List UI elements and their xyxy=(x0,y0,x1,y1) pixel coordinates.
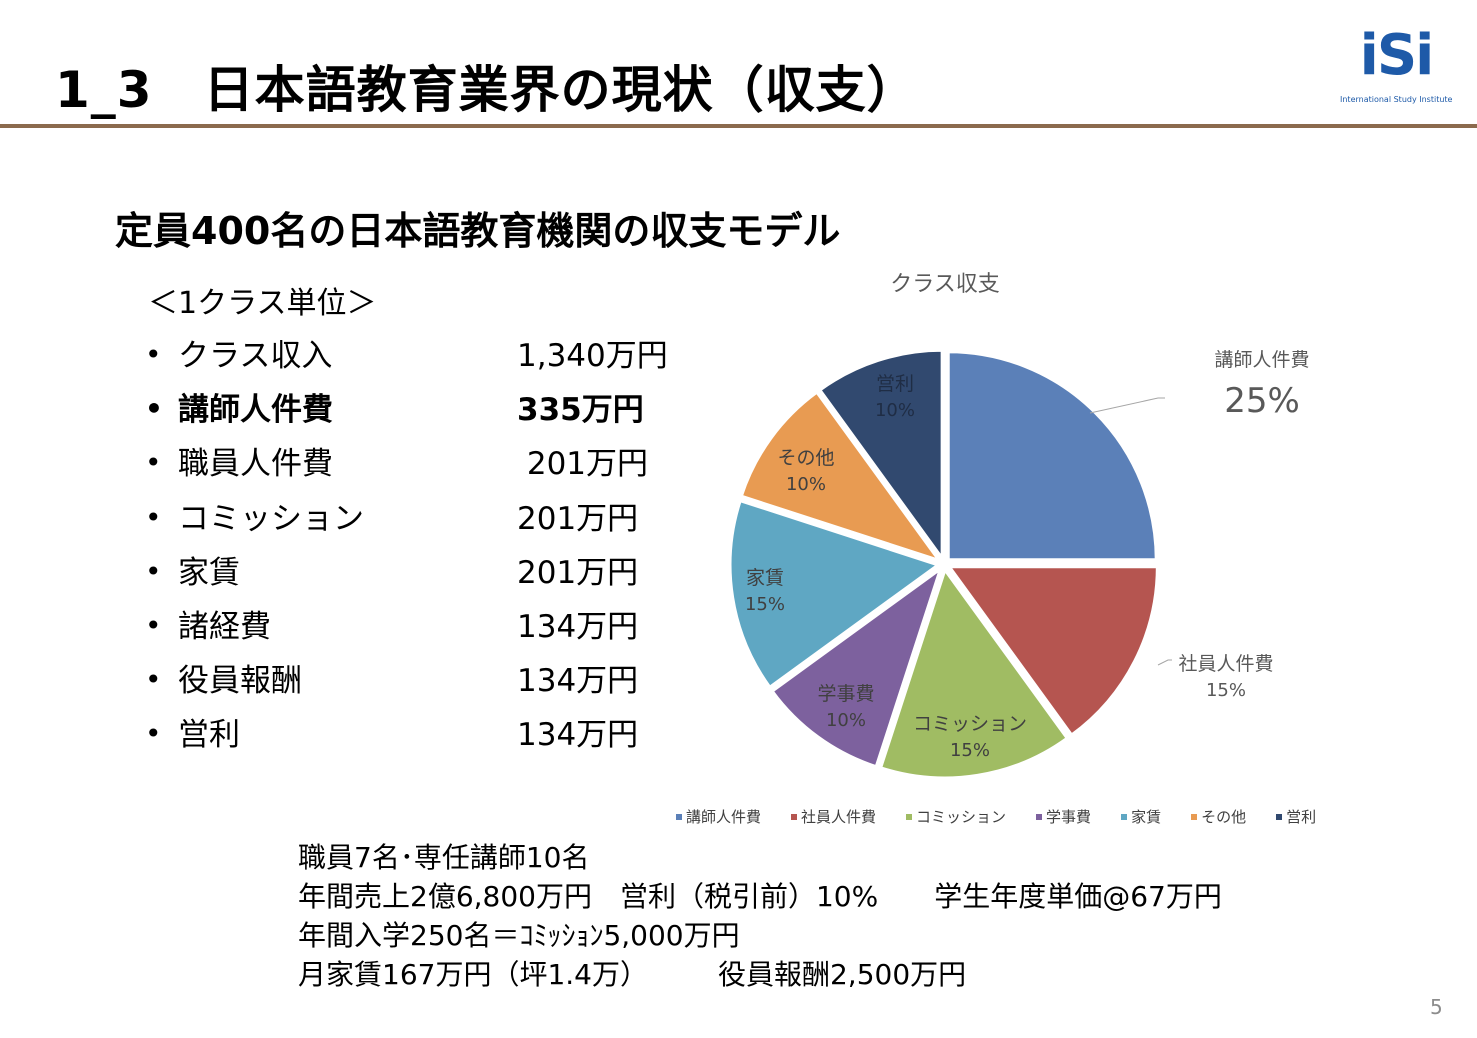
bullet-icon: • xyxy=(145,717,162,750)
legend-label: 学事費 xyxy=(1046,808,1092,826)
legend-item: その他 xyxy=(1191,806,1246,827)
list-item: • コミッション 201万円 xyxy=(145,493,705,543)
item-value: 134万円 xyxy=(517,663,639,699)
note-line: 年間入学250名＝ｺﾐｯｼｮﾝ5,000万円 xyxy=(298,919,740,952)
data-label-name: 学事費 xyxy=(817,683,874,705)
legend-item: 営利 xyxy=(1276,806,1316,827)
pie-slice xyxy=(946,565,1159,738)
legend-label: 講師人件費 xyxy=(686,808,762,826)
item-label: クラス収入 xyxy=(178,338,333,374)
pie-slice xyxy=(770,564,944,769)
pie-slice xyxy=(817,348,944,563)
item-value: 134万円 xyxy=(517,609,639,645)
bullet-icon: • xyxy=(145,446,162,479)
legend-item: 講師人件費 xyxy=(676,806,761,827)
item-value: 134万円 xyxy=(517,717,639,753)
page-number: 5 xyxy=(1430,995,1443,1019)
item-value: 201万円 xyxy=(517,501,639,537)
item-label: 講師人件費 xyxy=(178,392,333,428)
item-label: 職員人件費 xyxy=(178,446,333,482)
bullet-icon: • xyxy=(145,501,162,534)
data-label-name: 社員人件費 xyxy=(1178,653,1273,675)
pie-slice xyxy=(739,390,944,564)
list-item: • 家賃 201万円 xyxy=(145,547,705,597)
note-line: 職員7名･専任講師10名 xyxy=(298,841,590,874)
pie-slice xyxy=(728,498,942,690)
chart-title: クラス収支 xyxy=(890,272,1000,297)
leader-line xyxy=(1089,397,1165,414)
list-item: • 営利 134万円 xyxy=(145,709,705,759)
data-label-value: 15% xyxy=(1206,680,1246,701)
legend-swatch xyxy=(791,813,798,820)
leader-line xyxy=(1157,659,1172,666)
legend-swatch xyxy=(1036,813,1043,820)
isi-logo: iSi International Study Institute xyxy=(1340,18,1452,106)
logo-subtext: International Study Institute xyxy=(1340,95,1453,104)
legend-swatch xyxy=(1121,813,1128,820)
data-label-value: 10% xyxy=(875,400,915,421)
item-value: 201万円 xyxy=(517,446,649,482)
bullet-icon: • xyxy=(145,609,162,642)
title-divider xyxy=(0,124,1477,128)
pie-slice xyxy=(946,350,1158,562)
notes-block: 職員7名･専任講師10名 年間売上2億6,800万円 営利（税引前）10% 学生… xyxy=(298,838,1222,994)
bullet-icon: • xyxy=(145,392,163,425)
data-label-name: その他 xyxy=(777,447,834,469)
data-label-name: 家賃 xyxy=(746,567,784,589)
legend-item: 学事費 xyxy=(1036,806,1091,827)
legend-label: その他 xyxy=(1201,808,1247,826)
note-line: 月家賃167万円（坪1.4万） 役員報酬2,500万円 xyxy=(298,958,967,991)
chart-legend: 講師人件費 社員人件費 コミッション 学事費 家賃 その他 営利 xyxy=(676,806,1346,827)
unit-label: ＜1クラス単位＞ xyxy=(148,286,377,321)
pie-chart: 講師人件費 25% 社員人件費 15% コミッション 15% 学事費 10% 家賃 15% その他 1… xyxy=(728,348,1310,780)
list-item: • 役員報酬 134万円 xyxy=(145,655,705,705)
item-label: 諸経費 xyxy=(178,609,271,645)
data-label-name: 講師人件費 xyxy=(1214,349,1309,371)
item-value: 335万円 xyxy=(517,392,644,428)
bullet-icon: • xyxy=(145,338,162,371)
item-value: 1,340万円 xyxy=(517,338,668,374)
item-value: 201万円 xyxy=(517,555,639,591)
legend-swatch xyxy=(676,813,682,820)
legend-item: コミッション xyxy=(906,806,1006,827)
item-label: コミッション xyxy=(178,501,364,537)
data-label-value: 25% xyxy=(1224,381,1300,421)
legend-swatch xyxy=(1191,813,1198,820)
item-label: 家賃 xyxy=(178,555,240,591)
data-label-value: 10% xyxy=(786,474,826,495)
data-label-name: 営利 xyxy=(876,373,914,395)
note-line: 年間売上2億6,800万円 営利（税引前）10% 学生年度単価@67万円 xyxy=(298,880,1222,913)
legend-item: 家賃 xyxy=(1121,806,1161,827)
legend-label: 社員人件費 xyxy=(801,808,877,826)
data-label-value: 15% xyxy=(950,740,990,761)
data-label-value: 10% xyxy=(826,710,866,731)
bullet-icon: • xyxy=(145,555,162,588)
legend-label: コミッション xyxy=(916,808,1007,826)
list-item: • クラス収入 1,340万円 xyxy=(145,330,705,380)
item-label: 営利 xyxy=(178,717,240,753)
legend-swatch xyxy=(1276,813,1283,820)
logo-wordmark: iSi xyxy=(1359,23,1435,88)
legend-label: 家賃 xyxy=(1131,808,1162,826)
slide-title: 1_3 日本語教育業界の現状（収支） xyxy=(55,61,918,119)
list-item: • 諸経費 134万円 xyxy=(145,601,705,651)
legend-item: 社員人件費 xyxy=(791,806,876,827)
item-label: 役員報酬 xyxy=(178,663,302,699)
data-label-value: 15% xyxy=(745,594,785,615)
pie-slice xyxy=(878,566,1070,780)
legend-label: 営利 xyxy=(1286,808,1317,826)
list-item: • 講師人件費 335万円 xyxy=(145,384,705,434)
list-item: • 職員人件費 201万円 xyxy=(145,438,705,488)
data-label-name: コミッション xyxy=(913,713,1027,735)
bullet-icon: • xyxy=(145,663,162,696)
legend-swatch xyxy=(906,813,913,820)
section-heading: 定員400名の日本語教育機関の収支モデル xyxy=(115,209,841,253)
